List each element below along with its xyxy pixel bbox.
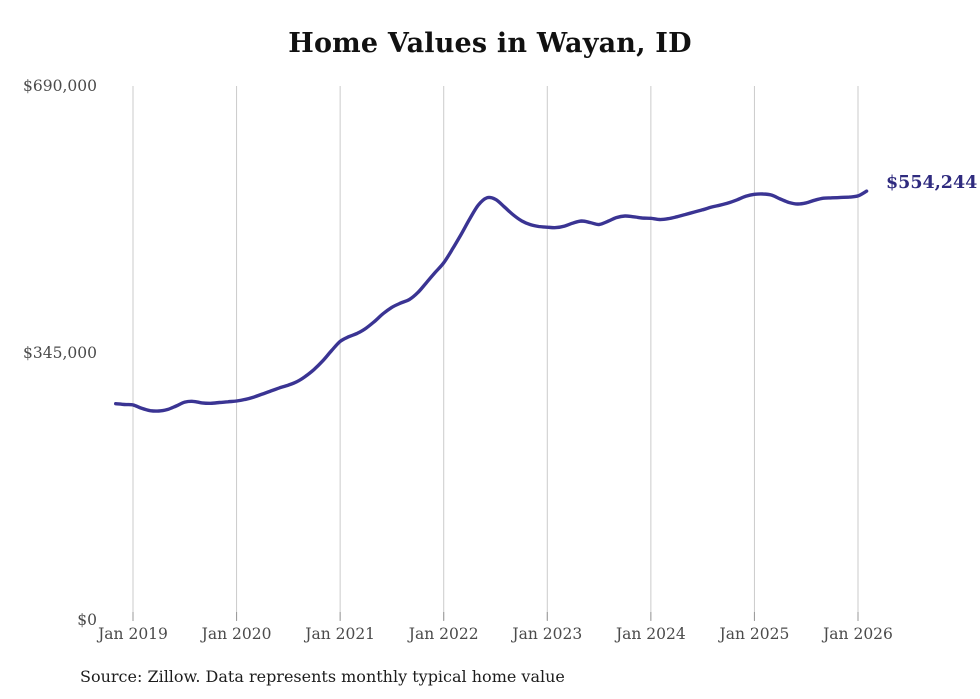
x-axis-label-jan-2023: Jan 2023: [512, 625, 583, 643]
x-axis-label-jan-2022: Jan 2022: [408, 625, 479, 643]
y-axis-label-0: $0: [77, 611, 97, 629]
x-axis-label-jan-2020: Jan 2020: [201, 625, 272, 643]
latest-value-label: $554,244: [886, 173, 978, 193]
x-axis-label-jan-2019: Jan 2019: [98, 625, 168, 643]
x-axis-label-jan-2024: Jan 2024: [615, 625, 686, 643]
x-axis-label-jan-2026: Jan 2026: [823, 625, 893, 643]
y-axis-label-345000: $345,000: [23, 344, 97, 362]
x-axis-label-jan-2025: Jan 2025: [719, 625, 790, 643]
home-value-line: [114, 189, 869, 413]
y-axis-label-690000: $690,000: [23, 77, 97, 95]
source-note: Source: Zillow. Data represents monthly …: [80, 667, 565, 686]
chart-title: Home Values in Wayan, ID: [288, 28, 692, 59]
x-axis-label-jan-2021: Jan 2021: [305, 625, 376, 643]
